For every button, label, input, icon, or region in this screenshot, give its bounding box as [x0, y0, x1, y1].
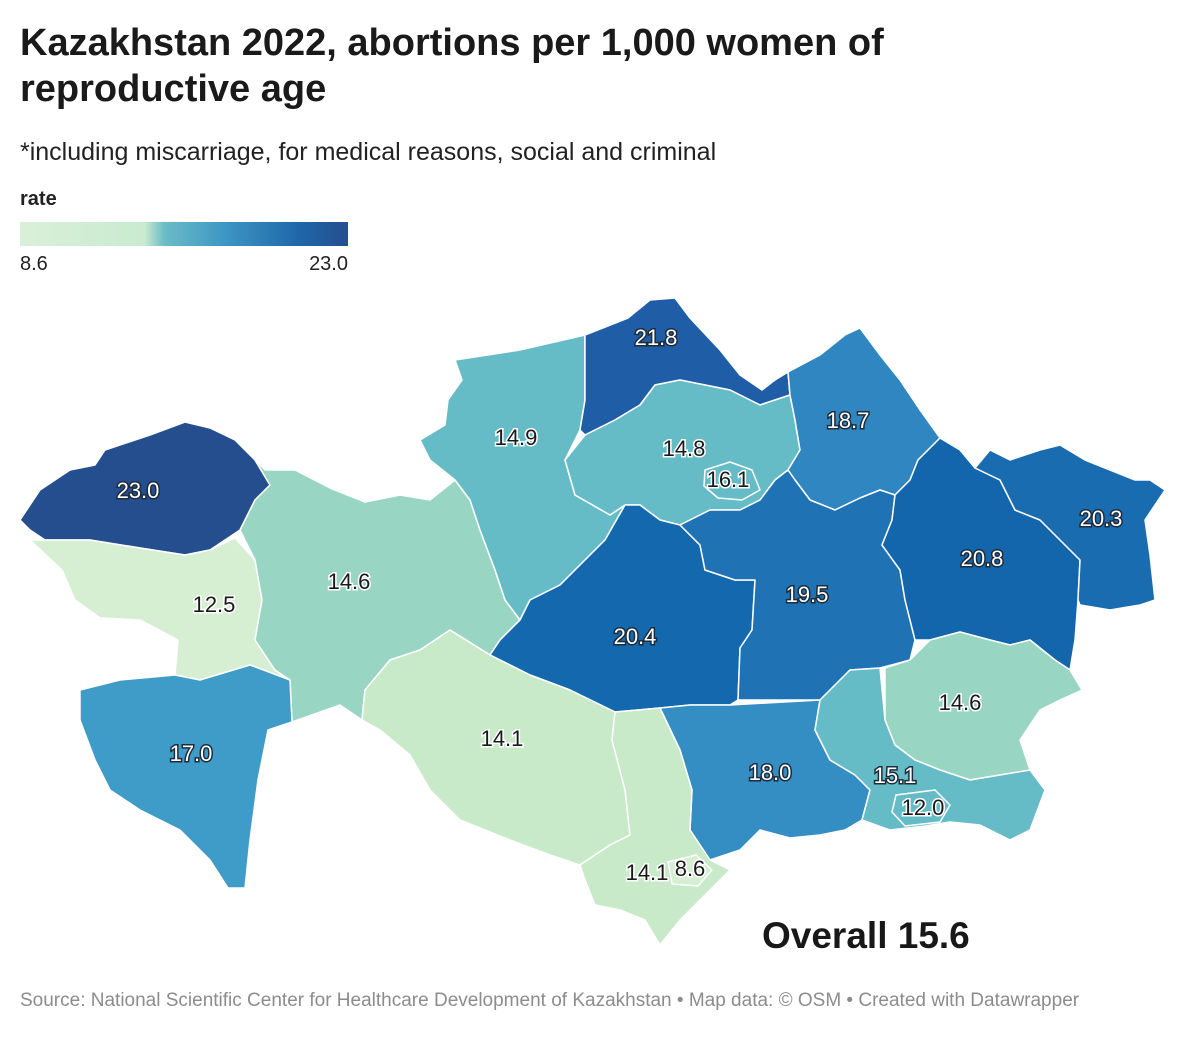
region-value-label: 19.5 [786, 582, 829, 607]
region-mangystau[interactable] [79, 664, 293, 889]
overall-rate-annotation: Overall 15.6 [762, 915, 970, 956]
region-value-label: 23.0 [117, 478, 160, 503]
region-value-label: 20.8 [961, 546, 1004, 571]
region-atyrau[interactable] [29, 537, 291, 681]
region-value-label: 17.0 [170, 741, 213, 766]
region-value-label: 8.6 [675, 856, 706, 881]
region-value-label: 12.0 [902, 795, 945, 820]
region-value-label: 20.3 [1080, 506, 1123, 531]
region-value-label: 16.1 [707, 467, 750, 492]
region-value-label: 18.0 [749, 760, 792, 785]
region-almaty-city[interactable] [891, 789, 951, 827]
region-value-label: 14.8 [663, 436, 706, 461]
legend-title: rate [20, 188, 57, 210]
region-value-label: 12.5 [193, 592, 236, 617]
region-value-label: 14.6 [939, 690, 982, 715]
legend-color-scale [20, 222, 348, 246]
region-value-label: 14.1 [481, 726, 524, 751]
region-value-label: 18.7 [827, 408, 870, 433]
chart-subtitle: *including miscarriage, for medical reas… [20, 138, 717, 166]
region-value-label: 21.8 [635, 325, 678, 350]
region-value-label: 14.1 [626, 860, 669, 885]
kazakhstan-map: 23.0 12.5 14.6 17.0 14.9 21.8 14.8 16.1 … [19, 297, 1166, 946]
chart-title: Kazakhstan 2022, abortions per 1,000 wom… [20, 22, 884, 110]
region-east-kazakhstan[interactable] [974, 444, 1166, 611]
region-shymkent[interactable] [667, 854, 713, 887]
region-value-label: 20.4 [614, 624, 657, 649]
source-note: Source: National Scientific Center for H… [20, 990, 1080, 1011]
legend-max-label: 23.0 [309, 253, 348, 275]
region-astana[interactable] [703, 461, 761, 501]
region-value-label: 15.1 [874, 763, 917, 788]
region-value-label: 14.6 [328, 569, 371, 594]
region-value-label: 14.9 [495, 425, 538, 450]
region-almaty[interactable] [814, 667, 1046, 841]
legend-min-label: 8.6 [20, 253, 48, 275]
